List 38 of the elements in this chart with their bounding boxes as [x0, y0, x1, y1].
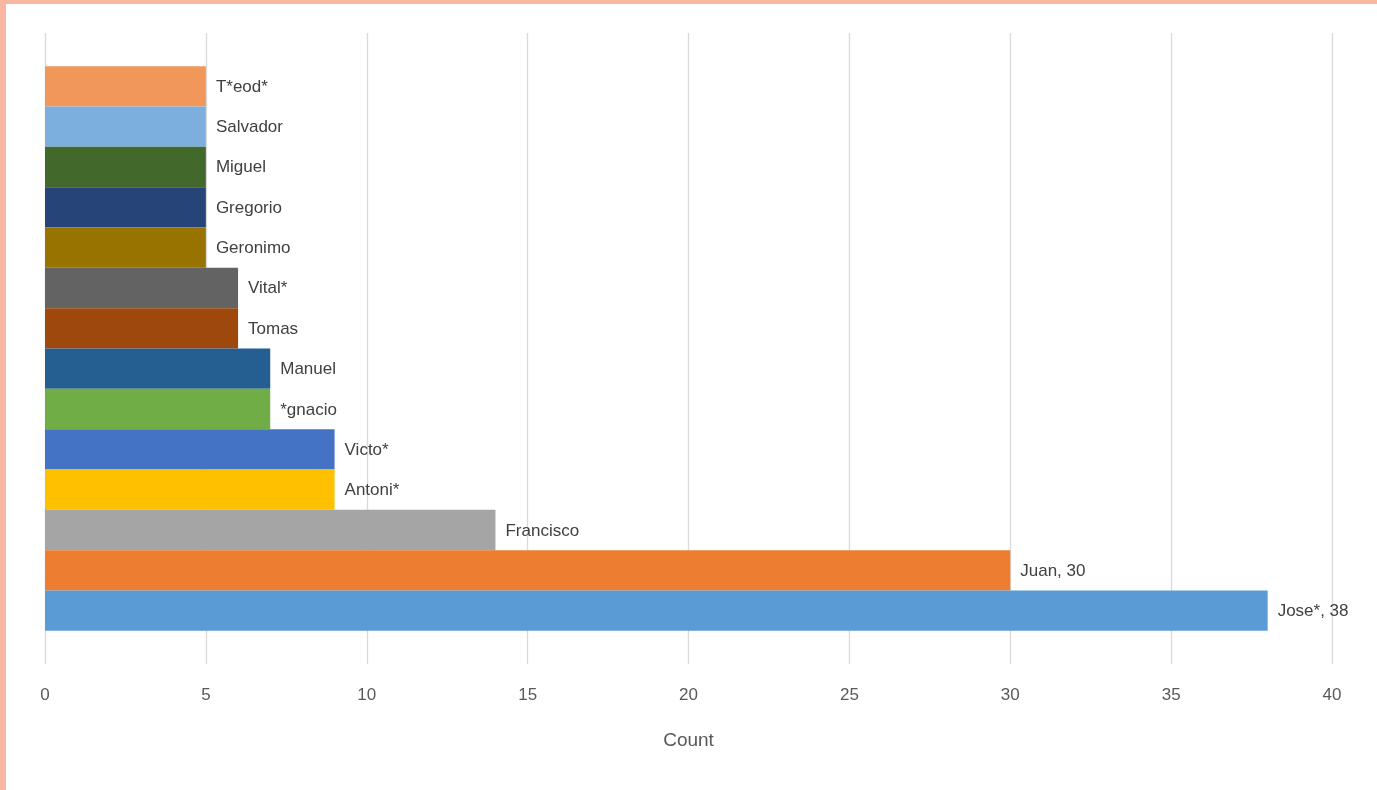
x-tick-label: 10	[357, 685, 377, 704]
x-tick-label: 30	[1000, 685, 1020, 704]
series-label: Salvador	[215, 117, 284, 137]
bar	[45, 106, 206, 147]
series-label: Geronimo	[215, 238, 291, 258]
bar	[45, 429, 335, 470]
x-tick-label: 20	[679, 685, 698, 704]
bar	[45, 388, 271, 430]
series-label: Francisco	[505, 520, 580, 540]
x-tick-label: 5	[201, 685, 211, 704]
bar	[45, 590, 1268, 631]
bar	[45, 308, 239, 349]
bar	[45, 66, 206, 107]
series-label: Miguel	[215, 157, 266, 177]
bar	[45, 509, 496, 551]
x-tick-label: 25	[839, 685, 859, 704]
series-label: Manuel	[280, 359, 336, 379]
bar	[45, 146, 206, 188]
x-tick-label: 0	[40, 685, 50, 704]
x-tick-label: 35	[1161, 685, 1181, 704]
series-label: *gnacio	[280, 399, 337, 419]
bar	[45, 267, 239, 309]
bar	[45, 469, 335, 510]
bar	[45, 550, 1011, 591]
series-label: Vital*	[248, 278, 288, 298]
data-label: Juan, 30	[1020, 560, 1086, 580]
data-label: Jose*, 38	[1277, 601, 1349, 621]
x-axis-title: Count	[663, 729, 715, 750]
series-label: T*eod*	[215, 76, 269, 96]
series-label: Gregorio	[215, 197, 283, 217]
series-label: Victo*	[344, 439, 390, 459]
bar	[45, 187, 206, 228]
bar	[45, 227, 206, 268]
x-tick-label: 15	[518, 685, 538, 704]
bar	[45, 348, 271, 389]
series-label: Antoni*	[344, 480, 400, 500]
series-label: Tomas	[248, 318, 299, 338]
x-tick-label: 40	[1322, 685, 1342, 704]
